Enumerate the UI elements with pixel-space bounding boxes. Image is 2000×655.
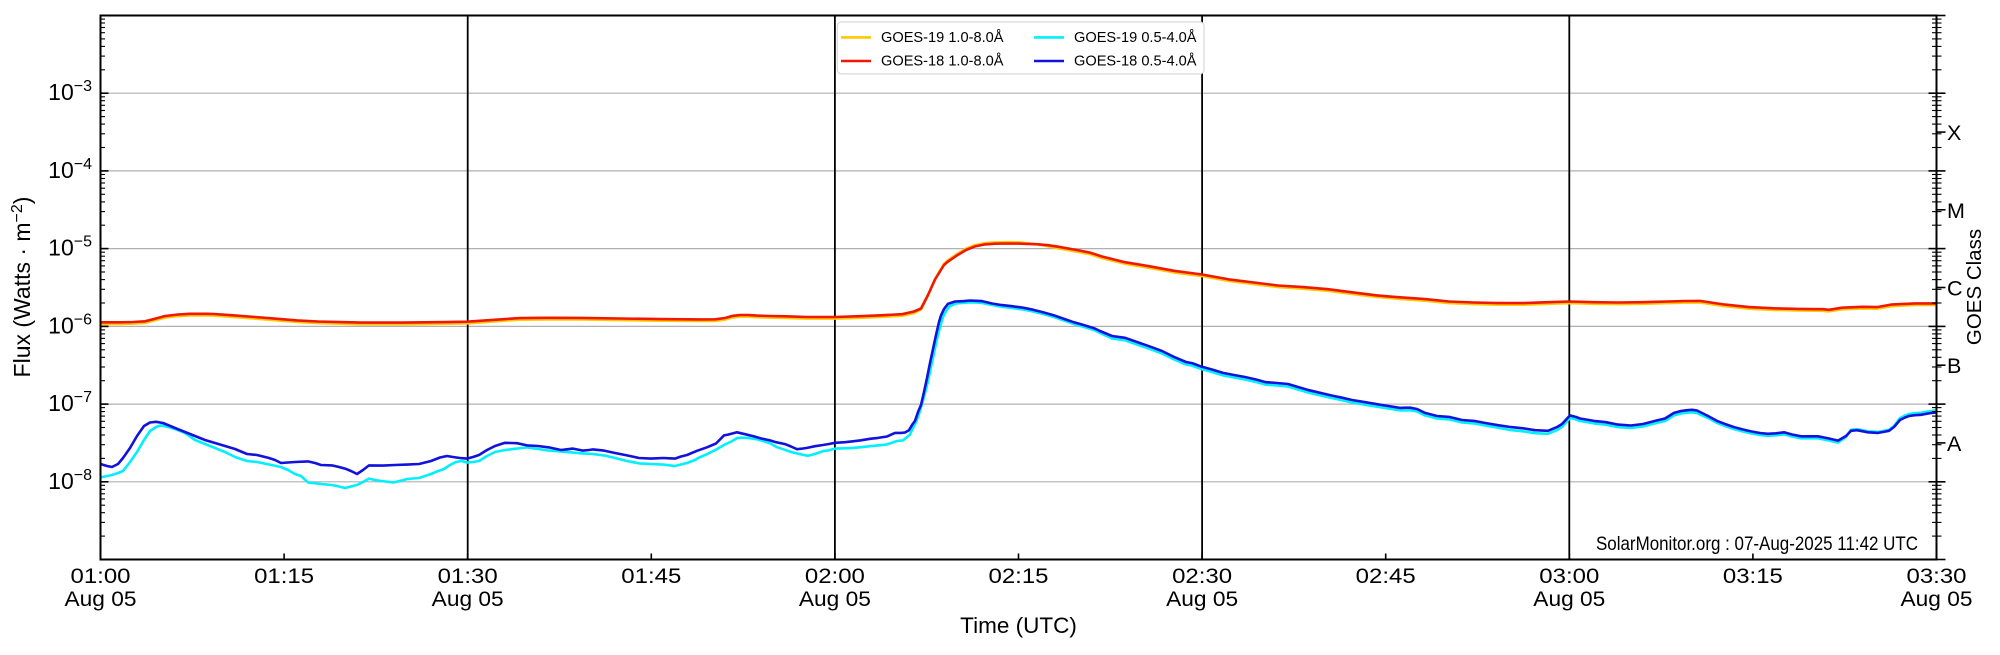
svg-text:Aug 05: Aug 05	[65, 588, 137, 611]
svg-text:M: M	[1947, 199, 1965, 223]
svg-text:Time (UTC): Time (UTC)	[960, 613, 1077, 638]
svg-text:03:00: 03:00	[1539, 565, 1599, 588]
svg-text:01:00: 01:00	[71, 565, 131, 588]
svg-text:Aug 05: Aug 05	[432, 588, 504, 611]
svg-text:B: B	[1947, 354, 1961, 378]
svg-text:02:00: 02:00	[805, 565, 865, 588]
svg-text:Aug 05: Aug 05	[799, 588, 871, 611]
svg-text:03:15: 03:15	[1723, 565, 1783, 588]
svg-text:A: A	[1947, 432, 1962, 456]
svg-text:01:15: 01:15	[254, 565, 314, 588]
svg-text:X: X	[1947, 121, 1961, 145]
svg-text:01:45: 01:45	[621, 565, 681, 588]
svg-text:C: C	[1947, 277, 1963, 301]
svg-text:10−8: 10−8	[48, 467, 92, 494]
svg-text:01:30: 01:30	[438, 565, 498, 588]
svg-text:02:45: 02:45	[1356, 565, 1416, 588]
svg-text:GOES Class: GOES Class	[1963, 229, 1986, 345]
svg-text:GOES-18 0.5-4.0Å: GOES-18 0.5-4.0Å	[1074, 53, 1197, 70]
svg-text:SolarMonitor.org : 07-Aug-2025: SolarMonitor.org : 07-Aug-2025 11:42 UTC	[1596, 533, 1918, 555]
svg-text:03:30: 03:30	[1907, 565, 1967, 588]
svg-text:Aug 05: Aug 05	[1166, 588, 1238, 611]
svg-text:Flux (Watts · m−2): Flux (Watts · m−2)	[9, 197, 35, 378]
svg-text:GOES-19 0.5-4.0Å: GOES-19 0.5-4.0Å	[1074, 29, 1197, 46]
svg-text:Aug 05: Aug 05	[1901, 588, 1973, 611]
svg-text:02:15: 02:15	[989, 565, 1049, 588]
svg-text:GOES-18 1.0-8.0Å: GOES-18 1.0-8.0Å	[881, 53, 1004, 70]
svg-text:Aug 05: Aug 05	[1533, 588, 1605, 611]
svg-text:02:30: 02:30	[1172, 565, 1232, 588]
svg-text:GOES-19 1.0-8.0Å: GOES-19 1.0-8.0Å	[881, 29, 1004, 46]
